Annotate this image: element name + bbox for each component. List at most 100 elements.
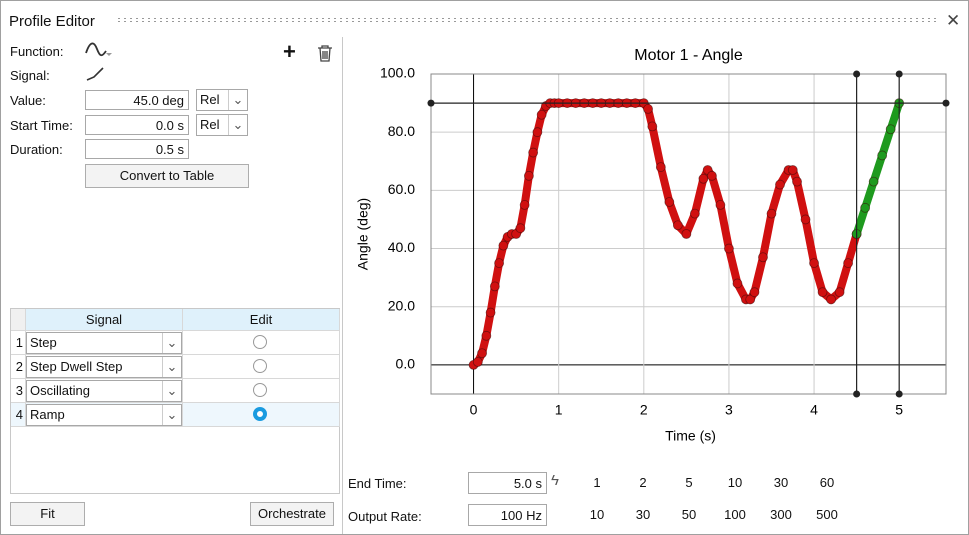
label: Duration: — [10, 142, 63, 157]
radio[interactable] — [253, 359, 267, 373]
data-point — [745, 294, 756, 305]
row-index: 1 — [11, 331, 26, 355]
fit-button[interactable]: Fit — [10, 502, 85, 526]
convert-button[interactable]: Convert to Table — [85, 164, 249, 188]
preset[interactable]: 5 — [685, 475, 693, 490]
data-point — [787, 165, 798, 175]
y-tick-label: 20.0 — [388, 297, 415, 313]
edit-cell — [183, 379, 340, 403]
bolt-icon[interactable]: ϟ — [551, 472, 559, 489]
divider — [342, 37, 343, 534]
signal-icon — [86, 67, 104, 81]
signal-dropdown[interactable]: Ramp ⌄ — [26, 404, 182, 426]
function-icon[interactable] — [84, 41, 114, 61]
preset[interactable]: 300 — [770, 507, 792, 522]
data-point — [885, 124, 896, 135]
row-index: 3 — [11, 379, 26, 403]
label: Output Rate: — [348, 509, 422, 524]
signal-cell: Step ⌄ — [26, 331, 183, 355]
header: Edit — [183, 309, 340, 331]
mode: Rel — [200, 117, 220, 132]
data-point — [681, 229, 692, 239]
grip — [116, 17, 936, 23]
cursor-handle — [853, 70, 861, 78]
data-point — [655, 162, 666, 172]
data-point — [664, 197, 675, 207]
y-tick-label: 80.0 — [388, 123, 415, 139]
data-point — [775, 179, 785, 190]
signal-table: Signal Edit 1 Step ⌄ 2 Step Dwell Step ⌄ 3 Osci… — [10, 308, 340, 494]
signal-name: Step — [30, 335, 57, 350]
radio[interactable] — [253, 383, 267, 397]
signal-dropdown[interactable]: Step Dwell Step ⌄ — [26, 356, 182, 378]
end-input[interactable]: 5.0 s — [468, 472, 547, 494]
data-point — [485, 307, 496, 318]
x-tick-label: 1 — [555, 402, 563, 418]
radio[interactable] — [253, 407, 267, 421]
preset[interactable]: 500 — [816, 507, 838, 522]
dropdown-arrow: ⌄ — [162, 357, 181, 377]
duration-input[interactable]: 0.5 s — [85, 139, 189, 159]
y-tick-label: 60.0 — [388, 181, 415, 197]
signal-name: Oscillating — [30, 383, 90, 398]
x-tick-label: 4 — [810, 402, 818, 418]
mode-dropdown[interactable]: Rel ⌄ — [196, 89, 248, 111]
delete-button[interactable] — [317, 45, 333, 62]
preset[interactable]: 30 — [773, 475, 789, 490]
preset[interactable]: 30 — [635, 507, 651, 522]
data-point — [477, 348, 487, 359]
label: Function: — [10, 44, 64, 59]
corner — [11, 309, 26, 331]
preset[interactable]: 10 — [727, 475, 743, 490]
data-point — [868, 176, 879, 187]
data-point — [472, 357, 483, 367]
start-input[interactable]: 0.0 s — [85, 115, 189, 135]
preset[interactable]: 60 — [819, 475, 835, 490]
preset[interactable]: 50 — [681, 507, 697, 522]
data-point — [481, 330, 492, 341]
data-point — [800, 214, 811, 225]
close-button[interactable]: ✕ — [946, 11, 961, 30]
data-point — [715, 200, 726, 210]
data-point — [698, 173, 709, 184]
data-point — [536, 109, 547, 120]
data-point — [515, 223, 526, 234]
x-tick-label: 5 — [895, 402, 903, 418]
series-line — [852, 101, 903, 236]
data-point — [834, 287, 845, 298]
series-line — [471, 99, 861, 369]
cursor-handle — [942, 99, 950, 107]
data-point — [519, 200, 530, 210]
x-tick-label: 2 — [640, 402, 648, 418]
value-input[interactable]: 45.0 deg — [85, 90, 189, 110]
chart-title: Motor 1 - Angle — [634, 47, 743, 64]
mode-dropdown[interactable]: Rel ⌄ — [196, 114, 248, 136]
radio[interactable] — [253, 335, 267, 349]
orchestrate-button[interactable]: Orchestrate — [250, 502, 334, 526]
dropdown-arrow: ⌄ — [162, 405, 181, 425]
preset[interactable]: 2 — [639, 475, 647, 490]
data-point — [672, 220, 683, 231]
window-title: Profile Editor — [9, 13, 95, 30]
data-point — [817, 287, 828, 298]
preset[interactable]: 1 — [593, 475, 601, 490]
dropdown-arrow: ⌄ — [162, 381, 181, 401]
data-point — [758, 252, 768, 263]
preset[interactable]: 10 — [589, 507, 605, 522]
edit-cell — [183, 355, 340, 379]
signal-dropdown[interactable]: Oscillating ⌄ — [26, 380, 182, 402]
data-point — [792, 176, 802, 187]
add-button[interactable]: + — [283, 39, 296, 64]
signal-cell: Step Dwell Step ⌄ — [26, 355, 183, 379]
signal-cell: Ramp ⌄ — [26, 403, 183, 427]
preset[interactable]: 100 — [724, 507, 746, 522]
signal-dropdown[interactable]: Step ⌄ — [26, 332, 182, 354]
x-axis-label: Time (s) — [665, 428, 716, 444]
signal-name: Step Dwell Step — [30, 359, 123, 374]
rate-input[interactable]: 100 Hz — [468, 504, 547, 526]
data-point — [489, 281, 500, 292]
header: Signal — [26, 309, 183, 331]
label: Signal: — [10, 68, 50, 83]
data-point — [809, 258, 819, 268]
